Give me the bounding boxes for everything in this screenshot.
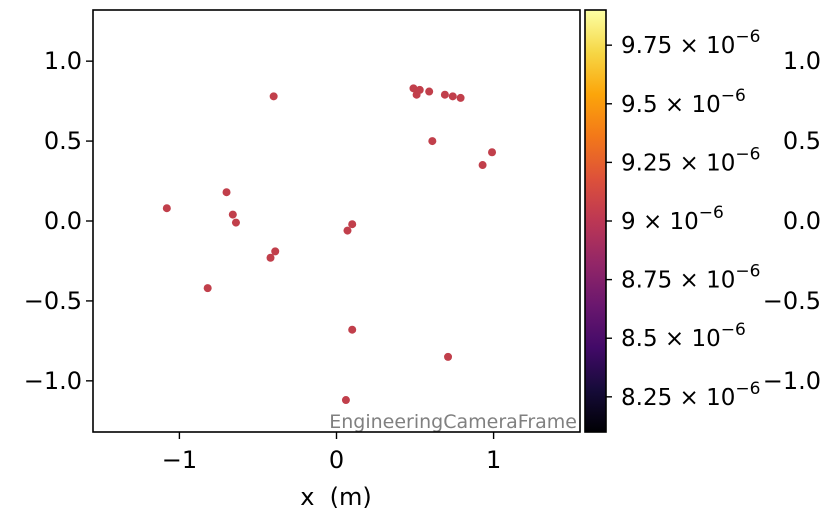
data-point-0 bbox=[162, 204, 171, 213]
data-point-9 bbox=[343, 226, 352, 235]
colorbar-tick-label: 8.25 × 10−6 bbox=[621, 379, 760, 411]
data-point-2 bbox=[222, 188, 231, 197]
y-tick-label: −0.5 bbox=[24, 287, 82, 315]
data-point-22 bbox=[488, 148, 497, 157]
data-point-12 bbox=[409, 84, 418, 93]
colorbar bbox=[584, 9, 607, 433]
y-tick-label: 0.5 bbox=[44, 127, 82, 155]
data-point-19 bbox=[448, 92, 457, 101]
x-tick-label: 0 bbox=[329, 446, 344, 474]
colorbar-tick-label: 8.75 × 10−6 bbox=[621, 262, 760, 294]
data-point-3 bbox=[228, 210, 237, 219]
data-point-8 bbox=[341, 396, 350, 405]
x-tick-label: −1 bbox=[162, 446, 197, 474]
right-y-tick-label: 0.0 bbox=[783, 207, 821, 235]
scatter-points bbox=[162, 84, 497, 405]
colorbar-tick-label: 9.25 × 10−6 bbox=[621, 144, 760, 176]
right-y-tick-label: −1.0 bbox=[763, 367, 821, 395]
data-point-20 bbox=[456, 93, 465, 102]
y-tick-label: −1.0 bbox=[24, 367, 82, 395]
data-point-17 bbox=[440, 90, 449, 99]
colorbar-ticks: 8.25 × 10−6 8.5 × 10−6 8.75 × 10−6 9 × 10−6… bbox=[606, 27, 760, 411]
data-point-21 bbox=[478, 161, 487, 170]
plot-frame bbox=[92, 9, 581, 433]
data-point-18 bbox=[444, 352, 453, 361]
data-point-11 bbox=[348, 325, 357, 334]
colorbar-tick-label: 8.5 × 10−6 bbox=[621, 320, 746, 352]
data-point-5 bbox=[266, 253, 275, 262]
y-tick-label: 1.0 bbox=[44, 47, 82, 75]
right-y-tick-label: −0.5 bbox=[763, 287, 821, 315]
data-point-16 bbox=[428, 137, 437, 146]
data-point-1 bbox=[203, 284, 212, 293]
colorbar-tick-label: 9.5 × 10−6 bbox=[621, 86, 746, 118]
y-axis-ticks: −1.0 −0.5 0.0 0.5 1.0 bbox=[24, 47, 93, 395]
x-axis-ticks: −1 0 1 bbox=[162, 432, 501, 474]
data-point-15 bbox=[425, 87, 434, 96]
data-point-6 bbox=[269, 92, 278, 101]
data-point-4 bbox=[231, 218, 240, 227]
right-y-tick-label: 0.5 bbox=[783, 127, 821, 155]
x-axis-label: x (m) bbox=[300, 483, 372, 511]
right-y-axis-ticks: −1.0 −0.5 0.0 0.5 1.0 bbox=[763, 47, 821, 395]
corner-annotation: EngineeringCameraFrame bbox=[329, 411, 577, 433]
data-point-7 bbox=[271, 247, 280, 256]
right-y-tick-label: 1.0 bbox=[783, 47, 821, 75]
data-point-14 bbox=[415, 85, 424, 94]
colorbar-tick-label: 9 × 10−6 bbox=[621, 203, 724, 235]
y-tick-label: 0.0 bbox=[44, 207, 82, 235]
colorbar-tick-label: 9.75 × 10−6 bbox=[621, 27, 760, 59]
data-point-10 bbox=[348, 220, 357, 229]
x-tick-label: 1 bbox=[486, 446, 501, 474]
